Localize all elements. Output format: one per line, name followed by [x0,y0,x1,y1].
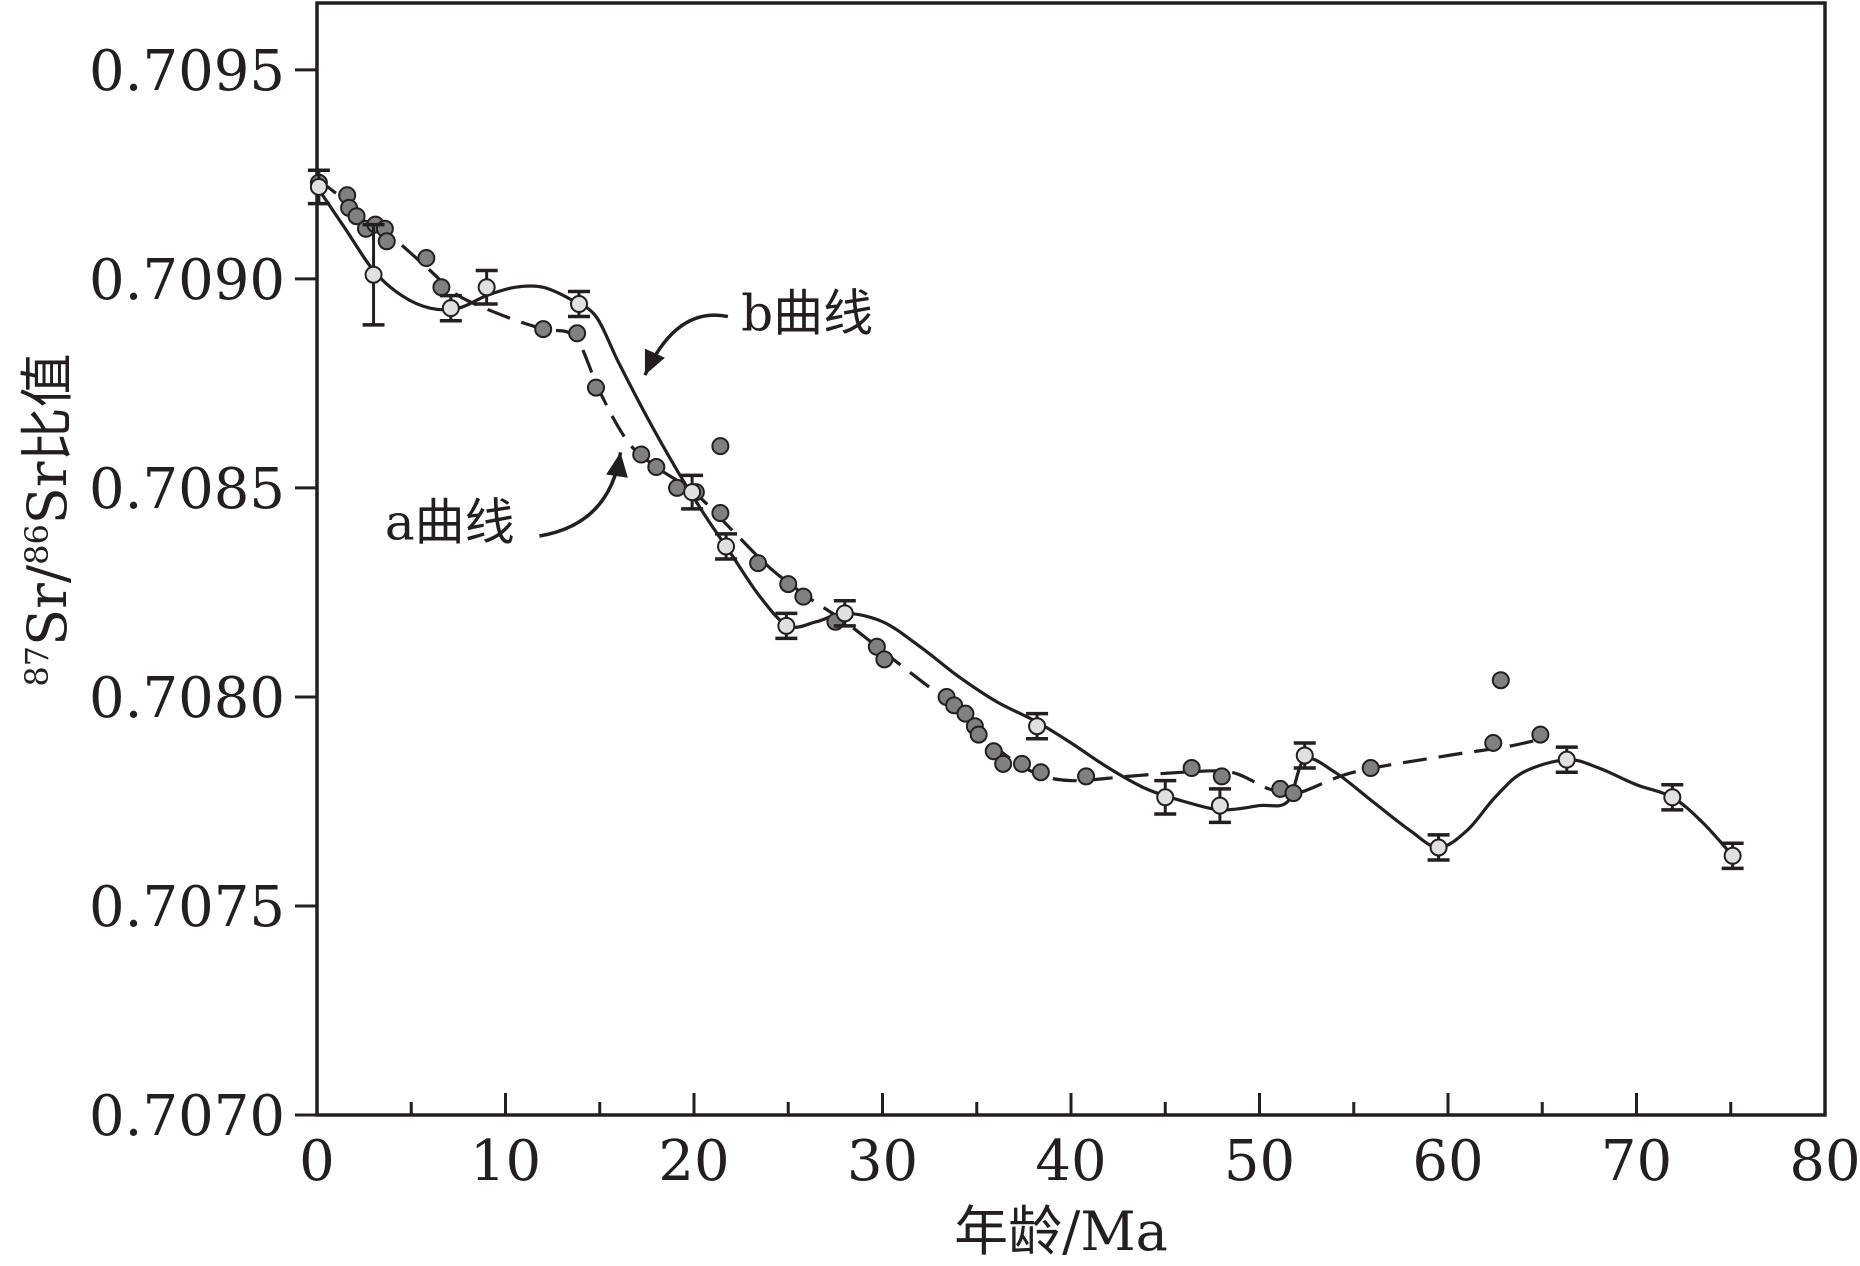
plot-frame [315,1,1827,1117]
x-tick-label: 30 [847,1129,918,1194]
a-data-point [586,378,605,397]
b-data-point [1028,717,1047,736]
b-data-point [777,616,796,635]
x-axis-title: 年龄/Ma [954,1200,1168,1263]
annotation-arrow-a [539,452,623,538]
a-data-point [568,324,587,343]
b-data-point [364,265,383,284]
y-axis-title-part2: Sr比值 [16,353,79,524]
a-data-point [1077,767,1096,786]
a-data-point [875,650,894,669]
y-tick-label: 0.7075 [89,875,285,940]
annotation-arrowhead-a [606,452,628,478]
annotation-label-b: b曲线 [741,284,873,342]
x-tick-label: 70 [1601,1129,1672,1194]
a-data-point [1012,754,1031,773]
a-data-point [969,725,988,744]
annotations: b曲线 a曲线 [385,284,873,551]
a-data-point [1361,759,1380,778]
curves [315,177,1734,857]
a-data-point [668,478,687,497]
x-tick-label: 60 [1412,1129,1483,1194]
a-data-point [1182,759,1201,778]
a-data-point [984,742,1003,761]
a-data-point [749,554,768,573]
data-points [307,168,1744,871]
b-data-point [441,299,460,318]
a-data-point [647,458,666,477]
b-data-point [570,294,589,313]
b-data-point [1210,796,1229,815]
a-data-point [711,504,730,523]
a-data-point [711,437,730,456]
x-tick-label: 80 [1789,1129,1860,1194]
a-data-point [1531,725,1550,744]
a-data-point [1284,784,1303,803]
b-data-point [717,537,736,556]
x-tick-label: 40 [1035,1129,1106,1194]
a-data-point [347,207,366,226]
y-tick-label: 0.7095 [89,39,285,104]
y-tick-label: 0.7070 [89,1084,285,1149]
x-tick-label: 10 [470,1129,541,1194]
y-axis-title-part1: Sr/ [16,564,79,646]
annotation-label-a: a曲线 [385,493,515,551]
a-data-point [534,320,553,339]
a-data-point [377,232,396,251]
b-data-point [477,278,496,297]
a-data-point [1031,763,1050,782]
b-curve [315,186,1734,857]
a-data-point [417,249,436,268]
a-curve [316,177,1543,796]
a-data-point [1491,671,1510,690]
y-axis-title-sup2: 86 [18,524,56,565]
annotation-arrowhead-b [644,348,665,376]
a-data-point [632,445,651,464]
b-data-point [1156,788,1175,807]
y-axis-title-sup1: 87 [18,646,56,687]
axes: 0 10 20 30 40 50 60 70 80 0.7070 0.7075 0.7080 0.708… [89,1,1860,1194]
a-data-point [1484,733,1503,752]
x-tick-label: 50 [1224,1129,1295,1194]
x-tick-label: 20 [658,1129,729,1194]
b-data-point [1295,746,1314,765]
a-data-point [994,754,1013,773]
b-data-point [1429,838,1448,857]
annotation-arrow-b [643,313,729,376]
b-data-point [1723,846,1742,865]
y-axis-title: 87Sr/86Sr比值 [16,353,79,686]
y-tick-label: 0.7080 [89,666,285,731]
b-data-point [309,177,328,196]
a-data-point [1212,767,1231,786]
a-data-point [779,575,798,594]
b-data-point [835,604,854,623]
x-tick-label: 0 [299,1129,335,1194]
b-data-point [683,483,702,502]
y-tick-label: 0.7085 [89,457,285,522]
a-data-point [794,587,813,606]
y-tick-label: 0.7090 [89,248,285,313]
a-data-point [956,704,975,723]
b-data-point [1557,750,1576,769]
a-data-point [432,278,451,297]
b-data-point [1663,788,1682,807]
